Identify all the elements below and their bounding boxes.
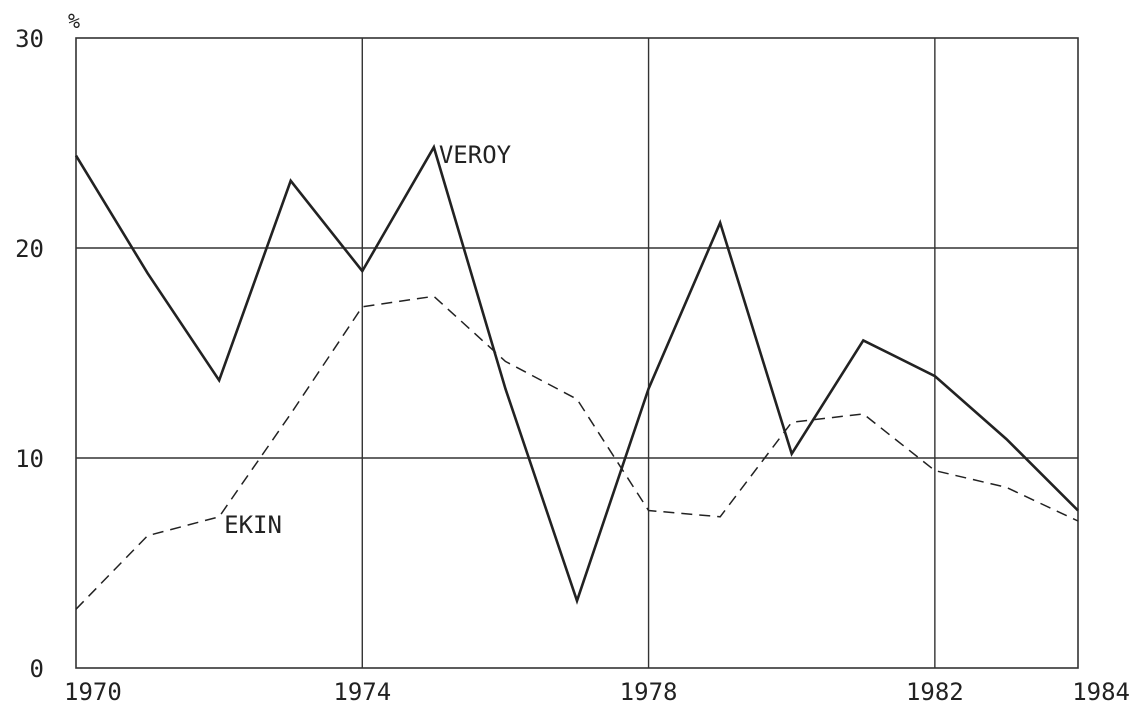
series-lines — [74, 143, 1079, 610]
y-axis-unit-label: % — [68, 9, 80, 33]
x-tick-label: 1984 — [1072, 678, 1130, 706]
x-tick-label: 1970 — [64, 678, 122, 706]
x-tick-label: 1974 — [333, 678, 391, 706]
grid — [76, 38, 1078, 668]
y-tick-label: 10 — [15, 445, 44, 473]
x-tick-label: 1978 — [620, 678, 678, 706]
y-tick-label: 0 — [30, 655, 44, 683]
series-label-ekin: EKIN — [224, 511, 282, 539]
axes — [75, 37, 1079, 669]
series-line-veroy — [74, 143, 1079, 605]
y-tick-label: 30 — [15, 25, 44, 53]
plot-frame — [75, 37, 1079, 669]
series-line-ekin — [75, 295, 1079, 610]
x-tick-label: 1982 — [906, 678, 964, 706]
labels: 0 10 20 30 1970 1974 1978 1982 1984 VEROY EKIN — [15, 25, 1130, 706]
y-tick-label: 20 — [15, 235, 44, 263]
series-label-veroy: VEROY — [439, 141, 512, 169]
